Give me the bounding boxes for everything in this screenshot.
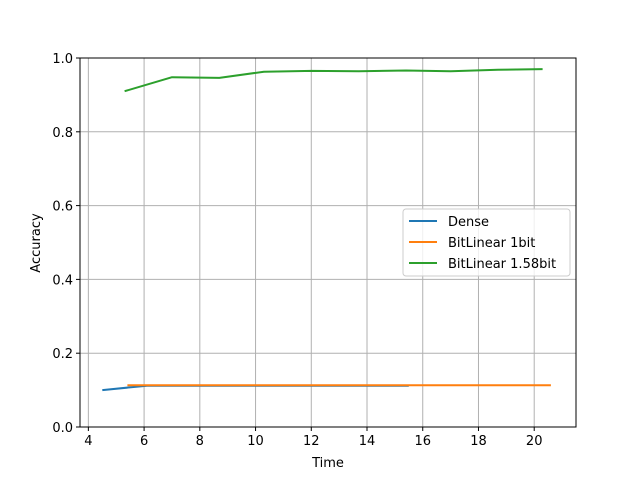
y-tick-label: 0.0 [52, 421, 73, 436]
x-axis-label: Time [311, 456, 344, 471]
x-tick-label: 10 [247, 434, 264, 449]
y-tick-label: 0.2 [52, 347, 73, 362]
x-axis-ticks: 4 6 8 10 12 14 16 18 20 [84, 427, 542, 449]
legend: Dense BitLinear 1bit BitLinear 1.58bit [402, 208, 571, 277]
plot-frame [79, 57, 577, 428]
x-tick-label: 14 [359, 434, 376, 449]
x-tick-label: 16 [414, 434, 431, 449]
y-tick-label: 0.8 [52, 126, 73, 141]
y-axis-ticks: 0.0 0.2 0.4 0.6 0.8 1.0 [52, 52, 80, 436]
x-tick-label: 20 [526, 434, 543, 449]
y-tick-label: 0.6 [52, 200, 73, 215]
data-lines [102, 68, 551, 392]
y-axis-label: Accuracy [29, 213, 44, 273]
legend-box [402, 208, 571, 277]
legend-label: Dense [448, 215, 489, 230]
x-tick-label: 4 [84, 434, 92, 449]
x-tick-label: 12 [303, 434, 320, 449]
x-tick-label: 18 [470, 434, 487, 449]
x-tick-label: 8 [196, 434, 204, 449]
y-tick-label: 0.4 [52, 273, 73, 288]
x-tick-label: 6 [140, 434, 148, 449]
legend-label: BitLinear 1bit [448, 236, 535, 251]
series-line-bitlinear-1-58bit [124, 68, 543, 93]
y-tick-label: 1.0 [52, 52, 73, 67]
legend-label: BitLinear 1.58bit [448, 257, 556, 272]
